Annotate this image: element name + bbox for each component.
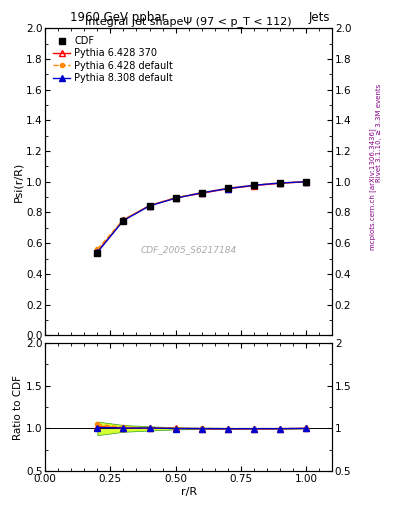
Legend: CDF, Pythia 6.428 370, Pythia 6.428 default, Pythia 8.308 default: CDF, Pythia 6.428 370, Pythia 6.428 defa…: [50, 33, 176, 86]
Y-axis label: Psi(r/R): Psi(r/R): [13, 162, 23, 202]
Title: Integral jet shapeΨ (97 < p_T < 112): Integral jet shapeΨ (97 < p_T < 112): [85, 16, 292, 27]
Text: CDF_2005_S6217184: CDF_2005_S6217184: [141, 245, 237, 254]
Text: Rivet 3.1.10, ≥ 3.3M events: Rivet 3.1.10, ≥ 3.3M events: [376, 84, 382, 182]
X-axis label: r/R: r/R: [180, 486, 197, 497]
Text: Jets: Jets: [309, 11, 330, 24]
Text: mcplots.cern.ch [arXiv:1306.3436]: mcplots.cern.ch [arXiv:1306.3436]: [369, 129, 376, 250]
Y-axis label: Ratio to CDF: Ratio to CDF: [13, 375, 23, 439]
Text: 1960 GeV ppbar: 1960 GeV ppbar: [70, 11, 166, 24]
